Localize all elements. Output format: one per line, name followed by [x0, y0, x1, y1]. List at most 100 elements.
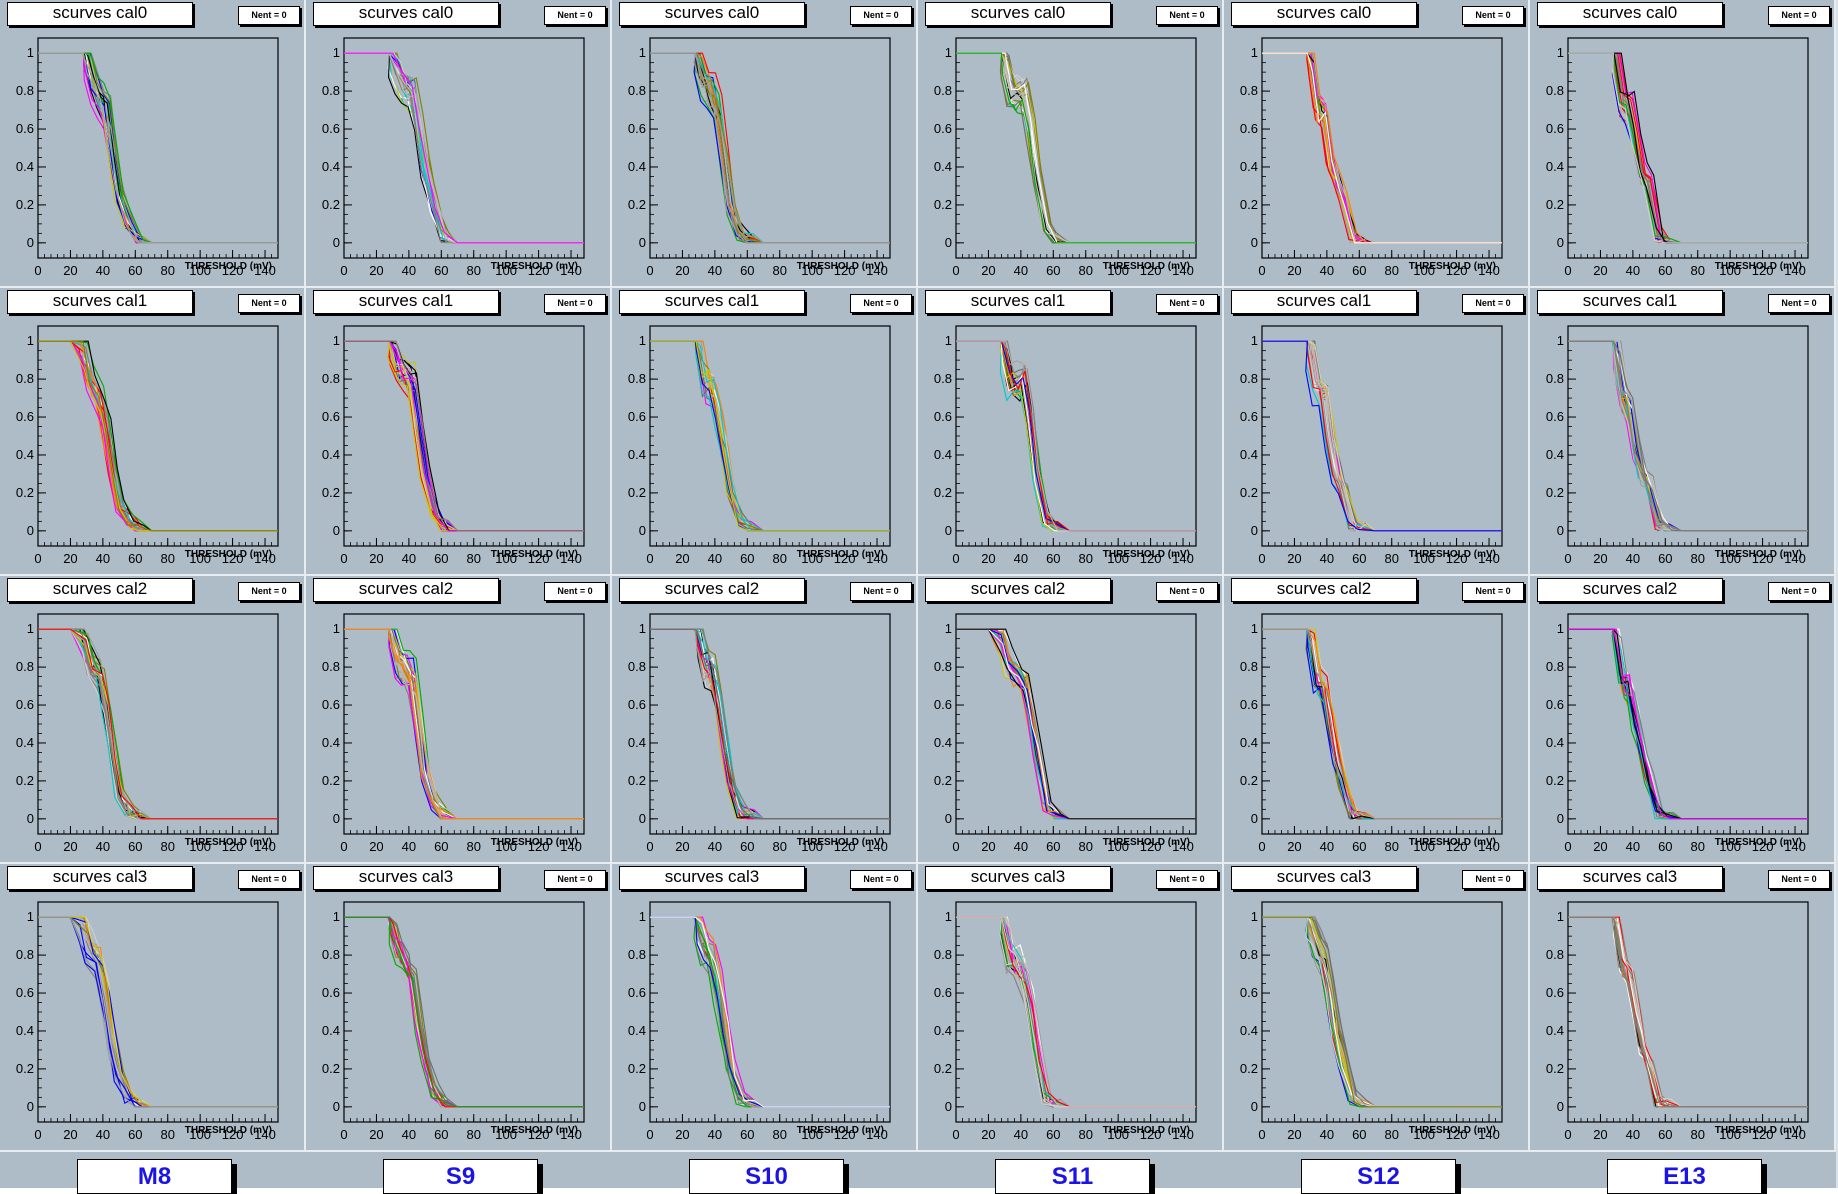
scurve-line: [344, 340, 584, 532]
x-axis-title: THRESHOLD (mV): [1409, 837, 1496, 848]
plot-pad-m8-row3[interactable]: scurves cal3 Nent = 0 0 0.2 0.4 0.6 0.8 1 0 20 40 6…: [0, 864, 306, 1152]
scurve-line: [344, 340, 584, 532]
plot-pad-e13-row2[interactable]: scurves cal2 Nent = 0 0 0.2 0.4 0.6 0.8 1 0 20 40 6…: [1530, 576, 1836, 864]
x-tick-label: 60: [1352, 839, 1366, 854]
scurve-line: [1262, 52, 1502, 244]
scurve-line: [38, 916, 278, 1108]
x-tick-label: 80: [1078, 839, 1092, 854]
module-label[interactable]: E13: [1607, 1159, 1762, 1194]
stats-box: Nent = 0: [850, 6, 912, 25]
y-tick-label: 0.8: [628, 947, 646, 962]
scurve-line: [1568, 916, 1808, 1108]
x-tick-label: 80: [1690, 551, 1704, 566]
scurve-line: [38, 916, 278, 1108]
x-tick-label: 140: [866, 1127, 888, 1142]
scurve-line: [344, 628, 584, 820]
scurve-line: [1568, 52, 1808, 244]
module-label[interactable]: S12: [1301, 1159, 1456, 1194]
x-tick-label: 140: [560, 1127, 582, 1142]
scurve-line: [956, 52, 1196, 244]
plot-pad-s11-row0[interactable]: scurves cal0 Nent = 0 0 0.2 0.4 0.6 0.8 1 0 20 40 6…: [918, 0, 1224, 288]
plot-pad-s10-row0[interactable]: scurves cal0 Nent = 0 0 0.2 0.4 0.6 0.8 1 0 20 40 6…: [612, 0, 918, 288]
plot-pad-s12-row0[interactable]: scurves cal0 Nent = 0 0 0.2 0.4 0.6 0.8 1 0 20 40 6…: [1224, 0, 1530, 288]
scurve-line: [956, 628, 1196, 820]
scurve-line: [1262, 340, 1502, 532]
x-tick-label: 100: [495, 839, 517, 854]
plot-pad-s10-row3[interactable]: scurves cal3 Nent = 0 0 0.2 0.4 0.6 0.8 1 0 20 40 6…: [612, 864, 918, 1152]
x-tick-label: 120: [1752, 551, 1774, 566]
y-tick-label: 0.8: [1240, 659, 1258, 674]
x-tick-label: 100: [1719, 551, 1741, 566]
scurve-line: [650, 340, 890, 532]
x-tick-label: 80: [1384, 263, 1398, 278]
module-label[interactable]: S11: [995, 1159, 1150, 1194]
scurve-line: [38, 52, 278, 244]
module-label[interactable]: S10: [689, 1159, 844, 1194]
module-label[interactable]: S9: [383, 1159, 538, 1194]
plot-pad-e13-row3[interactable]: scurves cal3 Nent = 0 0 0.2 0.4 0.6 0.8 1 0 20 40 6…: [1530, 864, 1836, 1152]
scurve-line: [956, 916, 1196, 1108]
plot-pad-e13-row1[interactable]: scurves cal1 Nent = 0 0 0.2 0.4 0.6 0.8 1 0 20 40 6…: [1530, 288, 1836, 576]
plot-pad-m8-row2[interactable]: scurves cal2 Nent = 0 0 0.2 0.4 0.6 0.8 1 0 20 40 6…: [0, 576, 306, 864]
plot-pad-m8-row0[interactable]: scurves cal0 Nent = 0 0 0.2 0.4 0.6 0.8 1 0 20 40 6…: [0, 0, 306, 288]
x-tick-label: 60: [434, 1127, 448, 1142]
plot-pad-s9-row1[interactable]: scurves cal1 Nent = 0 0 0.2 0.4 0.6 0.8 1 0 20 40 6…: [306, 288, 612, 576]
y-tick-label: 0.4: [934, 159, 952, 174]
x-axis-title: THRESHOLD (mV): [491, 837, 578, 848]
plot-pad-s9-row0[interactable]: scurves cal0 Nent = 0 0 0.2 0.4 0.6 0.8 1 0 20 40 6…: [306, 0, 612, 288]
pad-title: scurves cal0: [619, 2, 805, 26]
scurve-line: [1568, 52, 1808, 244]
plot-pad-s11-row2[interactable]: scurves cal2 Nent = 0 0 0.2 0.4 0.6 0.8 1 0 20 40 6…: [918, 576, 1224, 864]
y-tick-label: 0.4: [322, 735, 340, 750]
x-tick-label: 80: [1078, 263, 1092, 278]
x-tick-label: 40: [1626, 551, 1640, 566]
x-axis-title: THRESHOLD (mV): [1409, 549, 1496, 560]
scurve-line: [344, 340, 584, 532]
scurve-line: [38, 628, 278, 820]
plot-pad-e13-row0[interactable]: scurves cal0 Nent = 0 0 0.2 0.4 0.6 0.8 1 0 20 40 6…: [1530, 0, 1836, 288]
scurve-line: [650, 340, 890, 532]
scurve-line: [650, 52, 890, 244]
scurve-line: [344, 52, 584, 244]
y-tick-label: 1: [333, 333, 340, 348]
x-tick-label: 120: [1140, 263, 1162, 278]
scurve-line: [344, 52, 584, 244]
x-tick-label: 80: [160, 551, 174, 566]
x-tick-label: 120: [528, 551, 550, 566]
plot-pad-s12-row1[interactable]: scurves cal1 Nent = 0 0 0.2 0.4 0.6 0.8 1 0 20 40 6…: [1224, 288, 1530, 576]
plot-frame: [37, 325, 279, 547]
scurve-line: [344, 52, 584, 244]
scurve-line: [956, 628, 1196, 820]
scurve-line: [1262, 916, 1502, 1108]
x-tick-label: 140: [1478, 263, 1500, 278]
plot-pad-s12-row2[interactable]: scurves cal2 Nent = 0 0 0.2 0.4 0.6 0.8 1 0 20 40 6…: [1224, 576, 1530, 864]
scurve-line: [956, 916, 1196, 1108]
x-tick-label: 80: [1384, 1127, 1398, 1142]
y-tick-label: 0: [945, 235, 952, 250]
plot-pad-s9-row3[interactable]: scurves cal3 Nent = 0 0 0.2 0.4 0.6 0.8 1 0 20 40 6…: [306, 864, 612, 1152]
plot-pad-s10-row2[interactable]: scurves cal2 Nent = 0 0 0.2 0.4 0.6 0.8 1 0 20 40 6…: [612, 576, 918, 864]
plot-pad-s11-row3[interactable]: scurves cal3 Nent = 0 0 0.2 0.4 0.6 0.8 1 0 20 40 6…: [918, 864, 1224, 1152]
scurve-line: [38, 340, 278, 532]
plot-pad-s10-row1[interactable]: scurves cal1 Nent = 0 0 0.2 0.4 0.6 0.8 1 0 20 40 6…: [612, 288, 918, 576]
scurve-line: [1262, 340, 1502, 532]
x-tick-label: 100: [1413, 551, 1435, 566]
scurve-line: [956, 340, 1196, 532]
scurve-line: [344, 628, 584, 820]
plot-pad-s9-row2[interactable]: scurves cal2 Nent = 0 0 0.2 0.4 0.6 0.8 1 0 20 40 6…: [306, 576, 612, 864]
x-tick-label: 60: [1352, 263, 1366, 278]
stats-box: Nent = 0: [1462, 582, 1524, 601]
plot-pad-m8-row1[interactable]: scurves cal1 Nent = 0 0 0.2 0.4 0.6 0.8 1 0 20 40 6…: [0, 288, 306, 576]
pad-title: scurves cal0: [925, 2, 1111, 26]
scurve-line: [1568, 52, 1808, 244]
scurve-line: [650, 340, 890, 532]
scurve-line: [956, 628, 1196, 820]
scurve-line: [1262, 916, 1502, 1108]
pad-title: scurves cal1: [925, 290, 1111, 314]
plot-pad-s12-row3[interactable]: scurves cal3 Nent = 0 0 0.2 0.4 0.6 0.8 1 0 20 40 6…: [1224, 864, 1530, 1152]
plot-pad-s11-row1[interactable]: scurves cal1 Nent = 0 0 0.2 0.4 0.6 0.8 1 0 20 40 6…: [918, 288, 1224, 576]
module-label[interactable]: M8: [77, 1159, 232, 1194]
pad-title: scurves cal0: [7, 2, 193, 26]
scurve-line: [1262, 916, 1502, 1108]
scurve-line: [650, 628, 890, 820]
